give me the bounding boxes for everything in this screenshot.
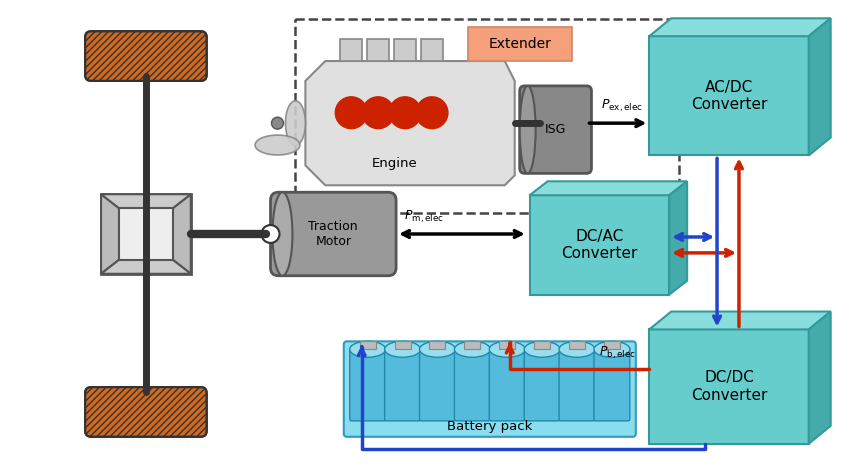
Polygon shape <box>101 194 190 208</box>
FancyBboxPatch shape <box>519 86 592 173</box>
FancyBboxPatch shape <box>343 341 636 437</box>
Polygon shape <box>394 39 416 61</box>
Ellipse shape <box>490 341 525 357</box>
Polygon shape <box>604 341 620 349</box>
Polygon shape <box>394 341 411 349</box>
Polygon shape <box>464 341 480 349</box>
Polygon shape <box>649 312 830 329</box>
Polygon shape <box>367 39 389 61</box>
Text: DC/DC
Converter: DC/DC Converter <box>691 370 768 403</box>
Polygon shape <box>421 39 443 61</box>
Polygon shape <box>530 195 669 295</box>
Circle shape <box>389 97 421 129</box>
Polygon shape <box>340 39 362 61</box>
Polygon shape <box>360 341 376 349</box>
Ellipse shape <box>455 341 490 357</box>
Polygon shape <box>305 61 515 185</box>
Polygon shape <box>429 341 445 349</box>
Text: Traction
Motor: Traction Motor <box>309 220 358 248</box>
Ellipse shape <box>286 101 305 146</box>
Polygon shape <box>530 181 687 195</box>
Polygon shape <box>649 36 808 155</box>
Bar <box>296 19 679 213</box>
Polygon shape <box>101 260 190 274</box>
FancyBboxPatch shape <box>270 192 396 276</box>
Ellipse shape <box>524 341 560 357</box>
Text: DC/AC
Converter: DC/AC Converter <box>561 229 638 261</box>
FancyBboxPatch shape <box>385 347 421 421</box>
Polygon shape <box>649 18 830 36</box>
Ellipse shape <box>559 341 595 357</box>
FancyBboxPatch shape <box>85 387 207 437</box>
Polygon shape <box>101 194 190 274</box>
Ellipse shape <box>519 86 536 173</box>
Text: Engine: Engine <box>372 157 418 170</box>
Ellipse shape <box>385 341 421 357</box>
Circle shape <box>362 97 394 129</box>
Ellipse shape <box>594 341 630 357</box>
Polygon shape <box>808 18 830 155</box>
Polygon shape <box>808 312 830 444</box>
Circle shape <box>416 97 448 129</box>
Polygon shape <box>119 208 173 260</box>
FancyBboxPatch shape <box>455 347 490 421</box>
Polygon shape <box>569 341 585 349</box>
Polygon shape <box>534 341 550 349</box>
FancyBboxPatch shape <box>490 347 525 421</box>
FancyBboxPatch shape <box>85 31 207 81</box>
Text: Battery pack: Battery pack <box>447 420 532 433</box>
FancyBboxPatch shape <box>349 347 386 421</box>
Ellipse shape <box>255 135 300 155</box>
Polygon shape <box>499 341 515 349</box>
FancyBboxPatch shape <box>468 27 571 61</box>
Circle shape <box>335 97 367 129</box>
Text: ISG: ISG <box>545 123 566 136</box>
Text: $P_{\rm b,elec}$: $P_{\rm b,elec}$ <box>599 344 637 361</box>
FancyBboxPatch shape <box>594 347 630 421</box>
Polygon shape <box>649 329 808 444</box>
Text: Extender: Extender <box>488 37 551 51</box>
Ellipse shape <box>420 341 456 357</box>
Text: AC/DC
Converter: AC/DC Converter <box>691 80 768 112</box>
Ellipse shape <box>273 192 292 276</box>
FancyBboxPatch shape <box>524 347 560 421</box>
Polygon shape <box>101 194 119 274</box>
Circle shape <box>271 117 283 129</box>
Circle shape <box>262 225 280 243</box>
Text: $P_{\rm m,elec}$: $P_{\rm m,elec}$ <box>404 209 444 225</box>
Polygon shape <box>173 194 190 274</box>
FancyBboxPatch shape <box>420 347 456 421</box>
Text: $P_{\rm ex,elec}$: $P_{\rm ex,elec}$ <box>602 98 643 114</box>
Ellipse shape <box>349 341 386 357</box>
FancyBboxPatch shape <box>559 347 595 421</box>
Polygon shape <box>669 181 687 295</box>
